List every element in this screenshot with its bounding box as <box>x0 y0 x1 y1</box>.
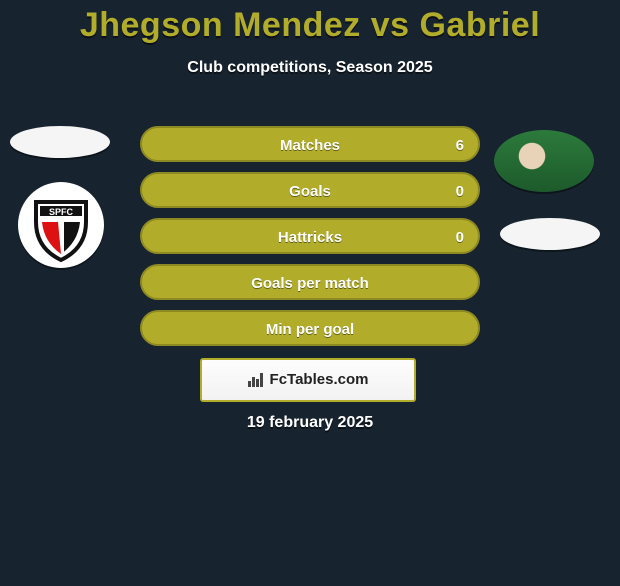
player1-avatar <box>10 126 110 158</box>
stat-label: Matches <box>280 137 340 154</box>
stat-row-hattricks: Hattricks 0 <box>140 218 480 254</box>
stat-row-goals-per-match: Goals per match <box>140 264 480 300</box>
player1-club-logo: SPFC <box>18 182 104 268</box>
stat-label: Goals <box>289 183 331 200</box>
stat-row-matches: Matches 6 <box>140 126 480 162</box>
stat-label: Goals per match <box>251 275 369 292</box>
stats-list: Matches 6 Goals 0 Hattricks 0 Goals per … <box>140 126 480 356</box>
source-badge: FcTables.com <box>200 358 416 402</box>
page-title: Jhegson Mendez vs Gabriel <box>0 6 620 45</box>
player2-avatar <box>494 130 594 192</box>
stat-right: 6 <box>456 128 464 164</box>
player2-club-logo <box>500 218 600 250</box>
source-site: FcTables.com <box>270 371 369 388</box>
stat-row-min-per-goal: Min per goal <box>140 310 480 346</box>
generation-date: 19 february 2025 <box>0 414 620 432</box>
chart-icon <box>248 371 266 387</box>
stat-label: Hattricks <box>278 229 342 246</box>
stat-label: Min per goal <box>266 321 354 338</box>
stat-row-goals: Goals 0 <box>140 172 480 208</box>
svg-text:SPFC: SPFC <box>49 207 74 217</box>
stat-right: 0 <box>456 174 464 210</box>
page-subtitle: Club competitions, Season 2025 <box>0 59 620 77</box>
stat-right: 0 <box>456 220 464 256</box>
